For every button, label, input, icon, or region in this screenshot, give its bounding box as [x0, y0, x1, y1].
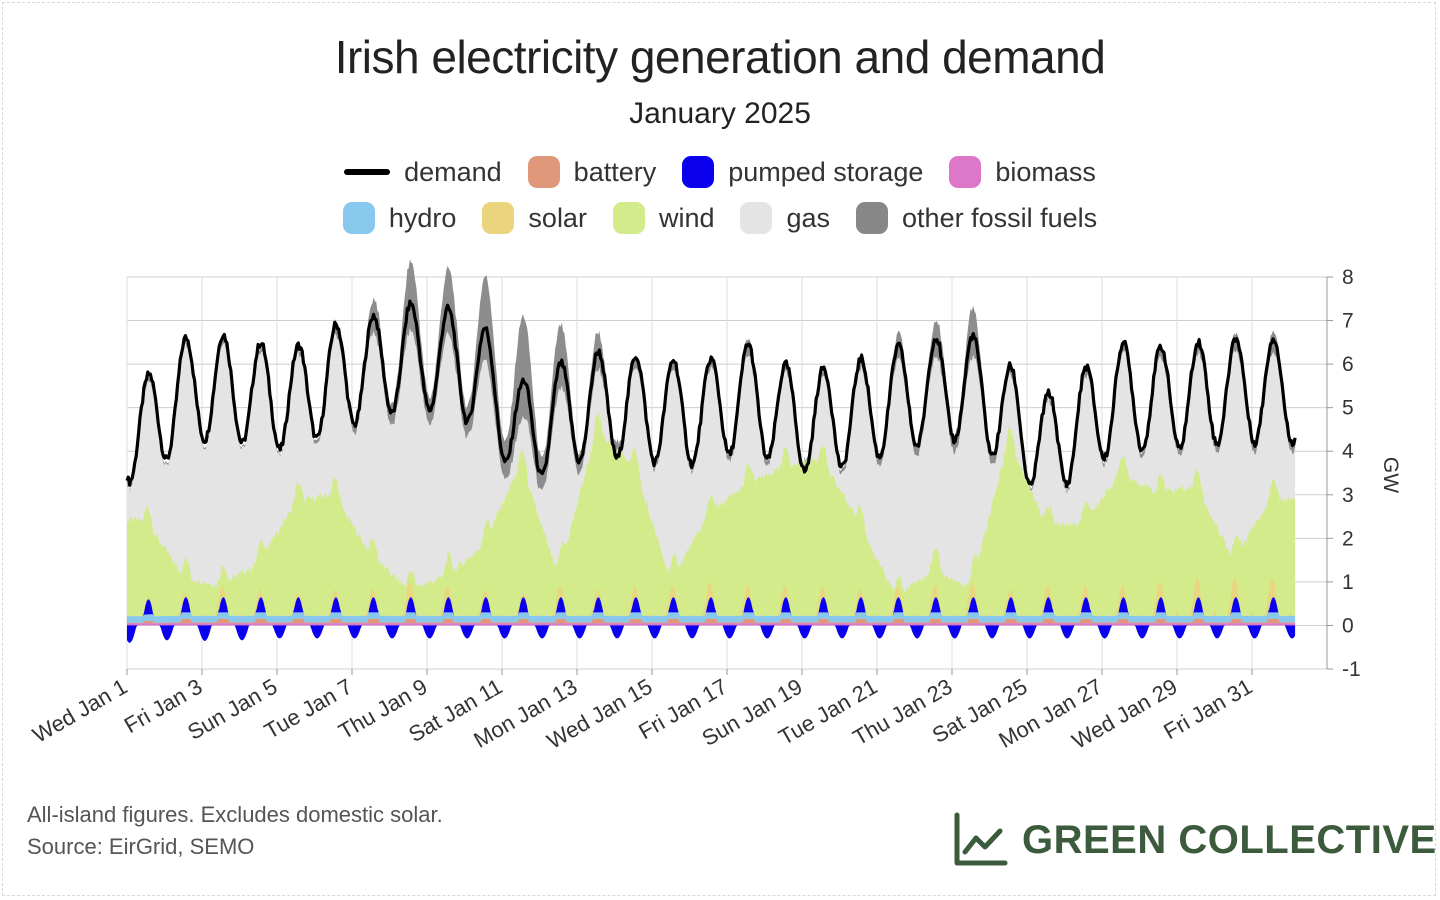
chart-title: Irish electricity generation and demand — [334, 31, 1106, 83]
area-other-fossil-fuels — [127, 259, 1296, 494]
legend-item-hydro[interactable]: hydro — [342, 202, 457, 234]
footnote-source: Source: EirGrid, SEMO — [27, 834, 255, 859]
legend-label-demand: demand — [404, 156, 502, 187]
y-tick-label: 4 — [1342, 440, 1354, 463]
y-tick-label: 7 — [1342, 310, 1354, 333]
demand-line-group — [125, 299, 1297, 489]
legend-label-biomass: biomass — [995, 156, 1096, 187]
area-solar — [127, 577, 1296, 617]
legend-label-battery: battery — [573, 156, 657, 187]
y-tick-label: 3 — [1342, 484, 1354, 507]
y-tick-label: -1 — [1342, 658, 1361, 681]
footnote-scope: All-island figures. Excludes domestic so… — [27, 802, 443, 827]
legend-item-gas[interactable]: gas — [740, 202, 830, 234]
legend-row-1: demand battery pumped storage biomass — [0, 156, 1440, 188]
legend-swatch-hydro — [342, 202, 375, 234]
y-tick-label: 5 — [1342, 397, 1354, 420]
brand-logo[interactable]: GREEN COLLECTIVE — [952, 812, 1437, 868]
demand-line — [125, 299, 1297, 489]
legend-swatch-other-fossil-fuels — [856, 202, 889, 234]
legend-swatch-solar — [482, 202, 515, 234]
area-pumped-storage-charging — [127, 625, 1296, 643]
brand-name: GREEN COLLECTIVE — [1022, 817, 1437, 862]
chart-subtitle: January 2025 — [629, 97, 811, 130]
legend-item-demand[interactable]: demand — [344, 157, 502, 188]
legend-label-hydro: hydro — [388, 202, 457, 233]
y-tick-label: 8 — [1342, 266, 1354, 289]
area-battery — [127, 618, 1296, 624]
legend-label-pumped-storage: pumped storage — [728, 156, 924, 187]
legend-label-other-fossil-fuels: other fossil fuels — [902, 202, 1098, 233]
area-wind — [127, 412, 1296, 617]
legend-item-wind[interactable]: wind — [612, 202, 715, 234]
legend-item-pumped-storage[interactable]: pumped storage — [682, 156, 923, 188]
area-hydro — [127, 612, 1296, 623]
legend-swatch-demand — [344, 169, 391, 175]
legend-label-solar: solar — [528, 202, 587, 233]
y-tick-label: 1 — [1342, 571, 1354, 594]
legend-label-wind: wind — [658, 202, 715, 233]
legend-label-gas: gas — [786, 202, 831, 233]
x-tick-label: Wed Jan 1 — [28, 674, 131, 748]
y-tick-label: 2 — [1342, 527, 1354, 550]
area-biomass — [127, 623, 1296, 626]
legend-swatch-biomass — [949, 156, 982, 188]
legend-row-2: hydro solar wind gas other fossil fuels — [0, 202, 1440, 234]
area-pumped-storage-generation — [127, 597, 1296, 617]
area-series — [127, 259, 1296, 643]
legend-swatch-pumped-storage — [682, 156, 715, 188]
legend-item-solar[interactable]: solar — [482, 202, 587, 234]
line-chart-icon — [954, 812, 1008, 866]
legend-item-other-fossil-fuels[interactable]: other fossil fuels — [856, 202, 1097, 234]
y-axis-title: GW — [1379, 457, 1402, 493]
y-tick-label: 6 — [1342, 353, 1354, 376]
legend-swatch-gas — [740, 202, 773, 234]
legend-swatch-battery — [527, 156, 560, 188]
legend-item-battery[interactable]: battery — [527, 156, 657, 188]
legend-swatch-wind — [612, 202, 645, 234]
y-tick-label: 0 — [1342, 614, 1354, 637]
legend-item-biomass[interactable]: biomass — [949, 156, 1096, 188]
